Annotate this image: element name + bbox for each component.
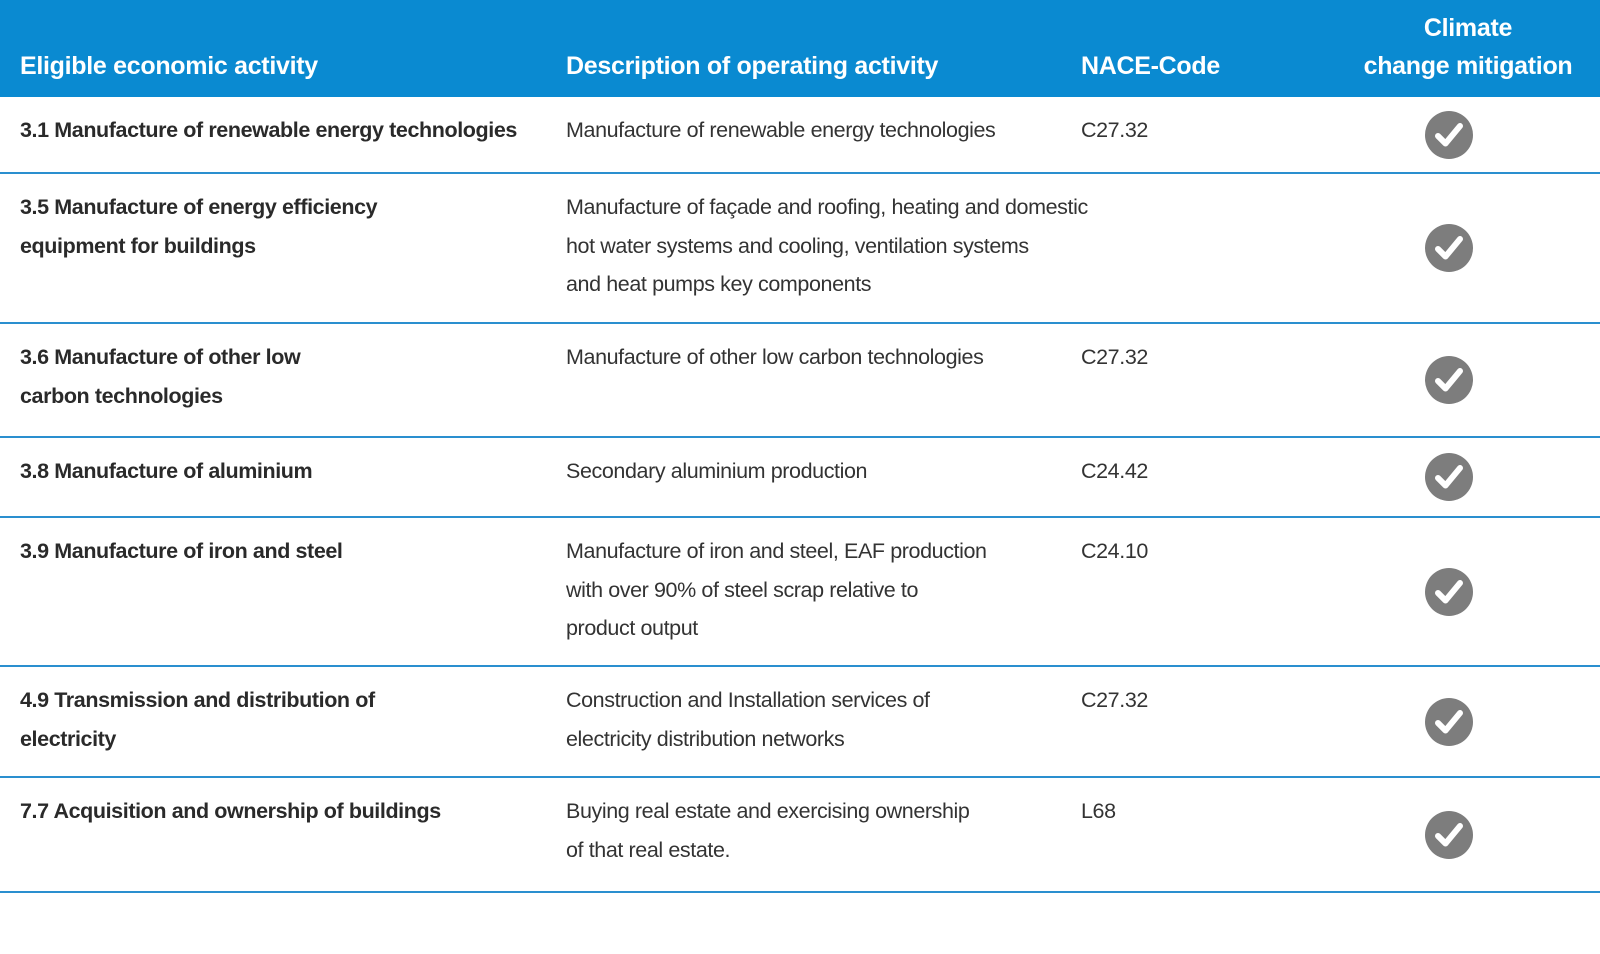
description-cell: Manufacture of iron and steel, EAF produ… <box>566 532 1076 648</box>
checkmark-glyph <box>1435 368 1463 392</box>
activity-line: 4.9 Transmission and distribution of <box>20 688 375 712</box>
nace-code-cell: C24.10 <box>1081 539 1148 563</box>
description-line: Buying real estate and exercising owners… <box>566 799 970 823</box>
activity-cell: 3.9 Manufacture of iron and steel <box>20 532 540 571</box>
activity-line: 3.1 Manufacture of renewable energy tech… <box>20 118 517 142</box>
check-circle-icon <box>1425 697 1473 746</box>
header-climate-mitigation: Climate change mitigation <box>1352 9 1584 85</box>
checkmark-stroke <box>1435 368 1463 392</box>
table-row: 3.6 Manufacture of other low carbon tech… <box>0 324 1600 438</box>
description-line: Manufacture of other low carbon technolo… <box>566 345 984 369</box>
checkmark-glyph <box>1435 579 1463 603</box>
header-climate-mitigation-line1: Climate <box>1423 14 1513 42</box>
activity-line: carbon technologies <box>20 383 223 408</box>
activity-line: 7.7 Acquisition and ownership of buildin… <box>20 799 441 823</box>
checkmark-stroke <box>1435 579 1463 603</box>
table-row: 4.9 Transmission and distribution of ele… <box>0 667 1600 778</box>
description-cell: Construction and Installation services o… <box>566 681 1076 758</box>
description-cell: Manufacture of renewable energy technolo… <box>566 111 1076 150</box>
description-line: electricity distribution networks <box>566 726 845 751</box>
header-climate-mitigation-line2: change mitigation <box>1363 52 1573 80</box>
checkmark-stroke <box>1435 709 1463 733</box>
table-row: 3.9 Manufacture of iron and steel Manufa… <box>0 518 1600 667</box>
header-nace-code: NACE-Code <box>1081 52 1220 80</box>
activity-line: 3.9 Manufacture of iron and steel <box>20 539 343 563</box>
check-circle-icon <box>1425 110 1473 159</box>
check-circle-icon <box>1425 810 1473 859</box>
table-row: 7.7 Acquisition and ownership of buildin… <box>0 778 1600 893</box>
checkmark-stroke <box>1435 822 1463 846</box>
table-row: 3.1 Manufacture of renewable energy tech… <box>0 97 1600 174</box>
nace-code-cell: C27.32 <box>1081 118 1148 142</box>
description-line: of that real estate. <box>566 837 731 862</box>
checkmark-glyph <box>1435 465 1463 489</box>
checkmark-stroke <box>1435 465 1463 489</box>
description-cell: Buying real estate and exercising owners… <box>566 792 1076 869</box>
activity-line: 3.8 Manufacture of aluminium <box>20 459 313 483</box>
description-line: hot water systems and cooling, ventilati… <box>566 233 1029 258</box>
description-line: Manufacture of renewable energy technolo… <box>566 118 996 142</box>
description-cell: Secondary aluminium production <box>566 452 1076 491</box>
description-line: Manufacture of iron and steel, EAF produ… <box>566 539 987 563</box>
activity-cell: 4.9 Transmission and distribution of ele… <box>20 681 540 758</box>
activity-cell: 3.5 Manufacture of energy efficiency equ… <box>20 188 540 265</box>
description-line: and heat pumps key components <box>566 272 872 296</box>
table-row: 3.5 Manufacture of energy efficiency equ… <box>0 174 1600 324</box>
check-circle-icon <box>1425 224 1473 272</box>
check-circle-icon <box>1425 453 1473 501</box>
table-row: 3.8 Manufacture of aluminium Secondary a… <box>0 438 1600 518</box>
check-circle-icon <box>1425 567 1473 616</box>
nace-code-cell: C27.32 <box>1081 688 1148 712</box>
header-eligible-activity: Eligible economic activity <box>20 52 318 80</box>
checkmark-stroke <box>1435 122 1463 146</box>
eu-taxonomy-table: Eligible economic activity Description o… <box>0 0 1600 893</box>
activity-cell: 3.8 Manufacture of aluminium <box>20 452 540 491</box>
nace-code-cell: C27.32 <box>1081 345 1148 369</box>
checkmark-glyph <box>1435 236 1463 260</box>
description-cell: Manufacture of other low carbon technolo… <box>566 338 1076 377</box>
activity-line: 3.5 Manufacture of energy efficiency <box>20 195 378 219</box>
activity-line: equipment for buildings <box>20 233 256 258</box>
checkmark-glyph <box>1435 709 1463 733</box>
checkmark-stroke <box>1435 236 1463 260</box>
activity-cell: 7.7 Acquisition and ownership of buildin… <box>20 792 540 831</box>
header-description: Description of operating activity <box>566 52 939 80</box>
description-line: Manufacture of façade and roofing, heati… <box>566 195 1088 219</box>
description-cell: Manufacture of façade and roofing, heati… <box>566 188 1088 304</box>
activity-line: electricity <box>20 726 116 751</box>
nace-code-cell: C24.42 <box>1081 459 1148 483</box>
check-circle-icon <box>1425 356 1473 404</box>
activity-line: 3.6 Manufacture of other low <box>20 345 301 369</box>
table-header: Eligible economic activity Description o… <box>0 0 1600 97</box>
description-line: Secondary aluminium production <box>566 459 868 483</box>
activity-cell: 3.6 Manufacture of other low carbon tech… <box>20 338 540 415</box>
checkmark-glyph <box>1435 822 1463 846</box>
activity-cell: 3.1 Manufacture of renewable energy tech… <box>20 111 540 150</box>
checkmark-glyph <box>1435 122 1463 146</box>
description-line: Construction and Installation services o… <box>566 688 930 712</box>
nace-code-cell: L68 <box>1081 799 1116 823</box>
description-line: product output <box>566 616 698 640</box>
description-line: with over 90% of steel scrap relative to <box>566 577 919 602</box>
